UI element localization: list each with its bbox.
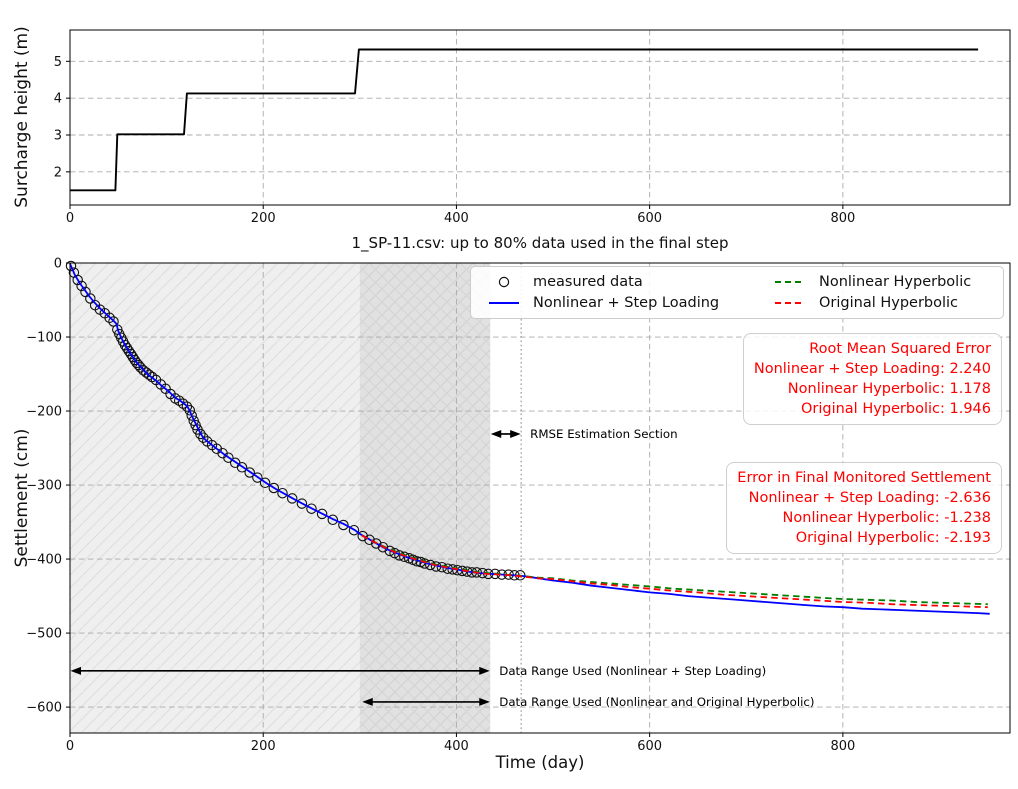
y-tick-label: −400 — [26, 553, 62, 568]
x-tick-label: 0 — [66, 739, 74, 754]
data-point — [125, 348, 137, 360]
y-tick-label: 2 — [54, 165, 62, 180]
data-point — [223, 452, 234, 463]
y-tick-label: 0 — [54, 257, 62, 272]
surcharge-y-axis-label: Surcharge height (m) — [12, 26, 32, 208]
data-point — [286, 493, 298, 504]
data-point — [76, 280, 87, 292]
region-hatch-hatchB — [359, 263, 491, 733]
final-settlement-error-box: Error in Final Monitored Settlement Nonl… — [726, 462, 1002, 554]
data-point — [316, 508, 328, 520]
annotation-arrow-data-range-used-nonlinear-and-original-hyperbolic: Data Range Used (Nonlinear and Original … — [362, 695, 814, 709]
data-point — [338, 519, 349, 531]
legend: measured data Nonlinear Hyperbolic Nonli… — [470, 266, 1004, 319]
rmse-box: Root Mean Squared Error Nonlinear + Step… — [742, 333, 1002, 425]
data-point — [236, 462, 248, 473]
data-point — [306, 503, 317, 514]
y-tick-label: 4 — [54, 92, 62, 107]
x-tick-label: 200 — [251, 211, 276, 226]
x-tick-label: 600 — [637, 211, 662, 226]
settlement-chart: RMSE Estimation Section Data Range Used (… — [26, 257, 1011, 754]
annotation-arrow-rmse-estimation-section: RMSE Estimation Section — [490, 427, 678, 441]
chart-title: 1_SP-11.csv: up to 80% data used in the … — [351, 234, 729, 252]
x-tick-label: 200 — [251, 739, 276, 754]
data-point — [327, 514, 339, 526]
measured-data-marker-icon — [475, 275, 533, 289]
rmse-step-loading-value: Nonlinear + Step Loading: 2.240 — [753, 361, 991, 377]
data-point — [348, 524, 360, 536]
data-point — [72, 274, 83, 286]
legend-label-nonlinear-hyperbolic: Nonlinear Hyperbolic — [819, 274, 972, 290]
data-point — [143, 369, 155, 381]
error-original-hyperbolic-value: Original Hyperbolic: -2.193 — [795, 530, 991, 546]
series-original-hyperbolic — [361, 534, 988, 609]
data-point — [195, 428, 206, 440]
data-point — [184, 405, 196, 416]
x-tick-label: 800 — [830, 739, 855, 754]
rmse-original-hyperbolic-value: Original Hyperbolic: 1.946 — [800, 401, 991, 417]
annotation-arrow-label: RMSE Estimation Section — [530, 427, 677, 441]
y-tick-label: −100 — [26, 331, 62, 346]
annotation-arrow-data-range-used-nonlinear-step-loading: Data Range Used (Nonlinear + Step Loadin… — [70, 664, 766, 678]
legend-label-nonlinear-step-loading: Nonlinear + Step Loading — [533, 295, 720, 311]
nonlinear-step-loading-line-icon — [475, 296, 533, 310]
series-nonlinear-step-loading — [69, 263, 990, 615]
data-point — [127, 351, 139, 363]
data-point — [123, 345, 135, 357]
error-step-loading-value: Nonlinear + Step Loading: -2.636 — [748, 490, 991, 506]
rmse-nonlinear-hyperbolic-value: Nonlinear Hyperbolic: 1.178 — [787, 381, 991, 397]
legend-label-original-hyperbolic: Original Hyperbolic — [819, 295, 959, 311]
legend-label-measured-data: measured data — [533, 274, 643, 290]
data-point — [244, 467, 255, 478]
x-tick-label: 600 — [637, 739, 662, 754]
data-point — [198, 432, 209, 443]
annotation-arrow-label: Data Range Used (Nonlinear + Step Loadin… — [499, 664, 766, 678]
annotation-arrow-label: Data Range Used (Nonlinear and Original … — [499, 695, 814, 709]
data-point — [186, 410, 197, 421]
settlement-y-axis-label: Settlement (cm) — [12, 428, 32, 568]
data-point — [119, 339, 131, 351]
error-box-title: Error in Final Monitored Settlement — [737, 470, 991, 486]
x-tick-label: 800 — [830, 211, 855, 226]
data-point — [268, 482, 280, 494]
data-point — [277, 487, 288, 499]
x-tick-label: 400 — [444, 739, 469, 754]
data-point — [389, 547, 400, 559]
time-x-axis-label: Time (day) — [495, 753, 585, 772]
y-tick-label: −600 — [26, 701, 62, 716]
data-point — [181, 401, 193, 412]
data-point — [65, 260, 77, 272]
axes-frame — [69, 262, 1011, 734]
x-tick-label: 400 — [444, 211, 469, 226]
rmse-box-title: Root Mean Squared Error — [809, 341, 991, 357]
data-point — [252, 472, 263, 483]
surcharge-chart: 0 200 400 600 800 2 3 4 5 — [54, 29, 1011, 226]
y-tick-label: 3 — [54, 129, 62, 144]
y-tick-label: −300 — [26, 479, 62, 494]
y-tick-label: −200 — [26, 405, 62, 420]
data-point — [104, 312, 115, 324]
original-hyperbolic-line-icon — [761, 296, 819, 310]
data-point — [121, 342, 133, 354]
error-nonlinear-hyperbolic-value: Nonlinear Hyperbolic: -1.238 — [782, 510, 991, 526]
nonlinear-hyperbolic-line-icon — [761, 275, 819, 289]
x-tick-label: 0 — [66, 211, 74, 226]
data-point — [296, 498, 308, 509]
axes-frame — [69, 29, 1011, 206]
series-measured-data — [65, 260, 526, 581]
data-point — [259, 477, 271, 489]
y-tick-label: 5 — [54, 55, 62, 70]
series-surcharge-height — [70, 48, 979, 192]
y-tick-label: −500 — [26, 627, 62, 642]
